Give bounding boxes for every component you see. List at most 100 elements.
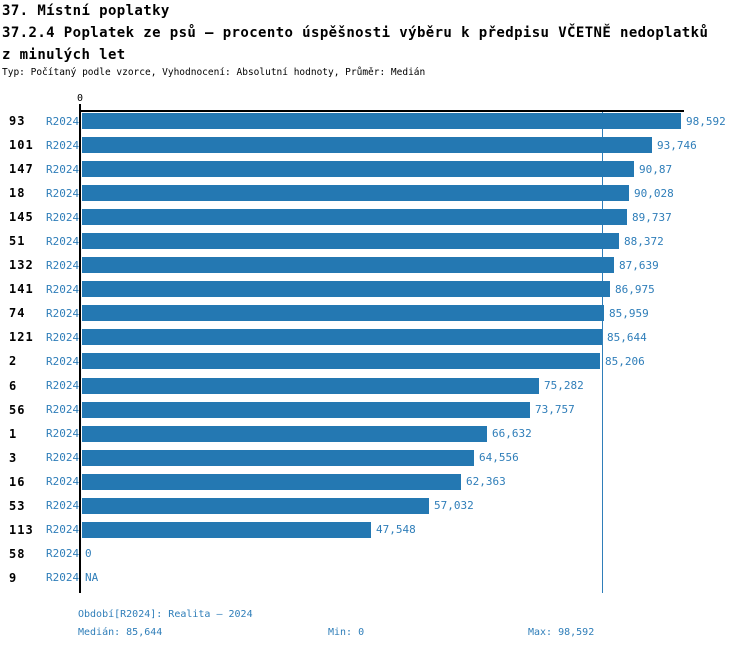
row-period-label: R2024: [46, 427, 80, 441]
row-category-label: 147: [9, 162, 34, 177]
row-category-label: 74: [9, 306, 26, 321]
bar-value-label: 0: [85, 547, 92, 561]
bar-value-label: 90,028: [634, 186, 674, 200]
chart-row: 3 R2024 64,556: [0, 446, 750, 470]
bar: [82, 305, 604, 322]
chart-row: 113 R2024 47,548: [0, 518, 750, 542]
bar-value-label: 73,757: [535, 403, 575, 417]
row-period-label: R2024: [46, 138, 80, 152]
bar-value-label: 85,959: [609, 306, 649, 320]
bar: [82, 185, 629, 202]
chart-row: 6 R2024 75,282: [0, 374, 750, 398]
chart-row: 2 R2024 85,206: [0, 349, 750, 373]
row-category-label: 16: [9, 474, 26, 489]
row-period-label: R2024: [46, 306, 80, 320]
bar: [82, 233, 619, 250]
footer-min-stat: Min: 0: [328, 627, 365, 638]
row-period-label: R2024: [46, 210, 80, 224]
chart-row: 56 R2024 73,757: [0, 398, 750, 422]
row-period-label: R2024: [46, 499, 80, 513]
chart-row: 74 R2024 85,959: [0, 301, 750, 325]
chart-row: 16 R2024 62,363: [0, 470, 750, 494]
row-period-label: R2024: [46, 114, 80, 128]
bar-value-label: 86,975: [615, 282, 655, 296]
row-period-label: R2024: [46, 234, 80, 248]
row-period-label: R2024: [46, 547, 80, 561]
chart-row: 58 R2024 0: [0, 542, 750, 566]
bar: [82, 401, 530, 418]
row-category-label: 51: [9, 234, 26, 249]
bar: [82, 473, 461, 490]
bar: [82, 449, 474, 466]
bar-value-label: 47,548: [376, 523, 416, 537]
row-period-label: R2024: [46, 379, 80, 393]
footer-median-stat: Medián: 85,644: [78, 627, 163, 638]
row-category-label: 121: [9, 330, 34, 345]
chart-row: 1 R2024 66,632: [0, 422, 750, 446]
bar: [82, 161, 634, 178]
bar: [82, 521, 371, 538]
bar: [82, 137, 652, 154]
indicator-meta: Typ: Počítaný podle vzorce, Vyhodnocení:…: [2, 67, 426, 78]
bar-value-label: 64,556: [479, 451, 519, 465]
bar: [82, 425, 487, 442]
row-period-label: R2024: [46, 475, 80, 489]
bar: [82, 329, 602, 346]
footer-max-stat: Max: 98,592: [528, 627, 595, 638]
row-period-label: R2024: [46, 186, 80, 200]
bar-value-label: NA: [85, 571, 99, 585]
bar-value-label: 88,372: [624, 234, 664, 248]
bar: [82, 257, 614, 274]
bar-value-label: 75,282: [544, 379, 584, 393]
x-axis-line: [79, 110, 684, 112]
row-category-label: 145: [9, 210, 34, 225]
y-axis-line: [79, 104, 81, 593]
chart-rows: 93 R2024 98,592 101 R2024 93,746 147 R2024 90,87…: [0, 109, 750, 590]
bar: [82, 281, 610, 298]
chart-row: 147 R2024 90,87: [0, 157, 750, 181]
bar-value-label: 85,644: [607, 330, 647, 344]
bar-value-label: 89,737: [632, 210, 672, 224]
row-category-label: 18: [9, 186, 26, 201]
bar-value-label: 90,87: [639, 162, 673, 176]
row-period-label: R2024: [46, 523, 80, 537]
bar-value-label: 85,206: [605, 354, 645, 368]
row-category-label: 9: [9, 570, 18, 585]
chart-row: 9 R2024 NA: [0, 566, 750, 590]
median-line: [602, 112, 603, 593]
bar: [82, 497, 429, 514]
chart-row: 53 R2024 57,032: [0, 494, 750, 518]
row-category-label: 2: [9, 354, 18, 369]
bar: [82, 377, 539, 394]
section-title: 37. Místní poplatky: [2, 3, 170, 19]
row-period-label: R2024: [46, 162, 80, 176]
chart-row: 141 R2024 86,975: [0, 277, 750, 301]
bar: [82, 209, 627, 226]
row-category-label: 132: [9, 258, 34, 273]
row-period-label: R2024: [46, 354, 80, 368]
chart-row: 18 R2024 90,028: [0, 181, 750, 205]
row-category-label: 141: [9, 282, 34, 297]
bar-value-label: 62,363: [466, 475, 506, 489]
row-category-label: 113: [9, 522, 34, 537]
x-axis-zero-tick-label: 0: [77, 93, 84, 104]
row-period-label: R2024: [46, 403, 80, 417]
chart-row: 93 R2024 98,592: [0, 109, 750, 133]
row-category-label: 58: [9, 546, 26, 561]
row-category-label: 1: [9, 426, 18, 441]
indicator-title-line2: z minulých let: [2, 47, 126, 63]
bar: [82, 353, 600, 370]
chart-row: 101 R2024 93,746: [0, 133, 750, 157]
row-category-label: 93: [9, 114, 26, 129]
chart-row: 51 R2024 88,372: [0, 229, 750, 253]
row-period-label: R2024: [46, 571, 80, 585]
row-period-label: R2024: [46, 282, 80, 296]
bar-value-label: 66,632: [492, 427, 532, 441]
bar-value-label: 98,592: [686, 114, 726, 128]
bar-value-label: 87,639: [619, 258, 659, 272]
row-period-label: R2024: [46, 258, 80, 272]
bar-value-label: 57,032: [434, 499, 474, 513]
chart-row: 145 R2024 89,737: [0, 205, 750, 229]
